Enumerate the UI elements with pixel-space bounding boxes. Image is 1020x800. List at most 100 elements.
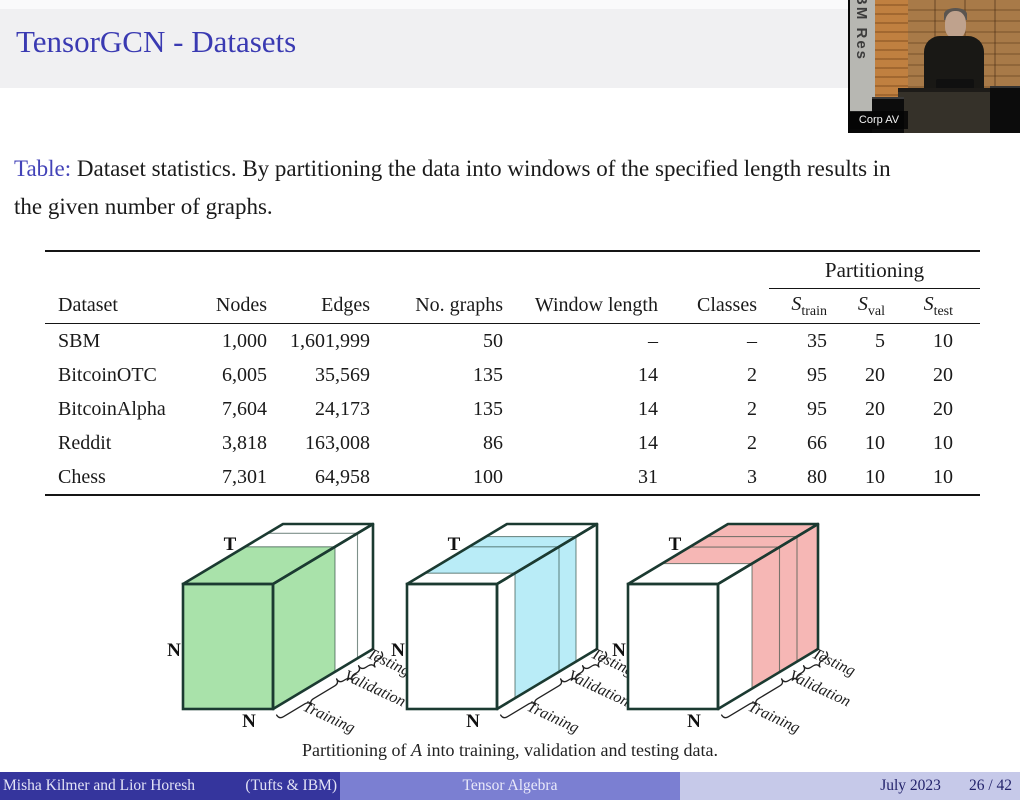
footer-date-segment: July 2023 26 / 42 — [680, 772, 1020, 800]
footer-authors: Misha Kilmer and Lior Horesh — [3, 777, 195, 794]
column-header-nodes: Nodes — [167, 288, 279, 324]
table-cell: 1,000 — [222, 329, 267, 352]
axis-label-n-left: N — [391, 640, 405, 661]
table-cell: 80 — [807, 465, 827, 488]
footer-authors-segment: Misha Kilmer and Lior Horesh (Tufts & IB… — [0, 772, 340, 800]
table-cell: BitcoinOTC — [58, 363, 157, 386]
table-cell: 66 — [807, 431, 827, 454]
table-cell: – — [747, 329, 757, 352]
cube-svg-validation: T N N Training Validation Testing — [391, 522, 637, 737]
table-row: Chess 7,301 64,958 100 31 3 80 10 10 — [45, 460, 980, 495]
axis-label-n-left: N — [167, 640, 181, 661]
brace-label-testing: Testing — [809, 645, 858, 680]
brace-label-training: Training — [745, 698, 802, 737]
figure-caption: Partitioning of A into training, validat… — [302, 740, 718, 760]
math-calligraphic-a: A — [411, 740, 423, 760]
column-header-classes: Classes — [670, 288, 769, 324]
brace-label-training: Training — [300, 698, 357, 737]
banner-text: BM Res — [853, 0, 870, 62]
cube-face — [405, 582, 499, 711]
table-cell: 6,005 — [222, 363, 267, 386]
cube-svg-testing: T N N Training Validation Testing — [612, 522, 858, 737]
partitioning-header: Partitioning — [769, 251, 981, 289]
cube-face — [752, 524, 818, 689]
table-cell: 2 — [747, 431, 757, 454]
table-cell: 10 — [933, 329, 954, 352]
table-cell: Reddit — [58, 431, 112, 454]
table-row: Reddit 3,818 163,008 86 14 2 66 10 10 — [45, 426, 980, 460]
column-header-row: Dataset Nodes Edges No. graphs Window le… — [45, 288, 981, 324]
axis-label-n-bottom: N — [242, 711, 256, 732]
table-row: SBM 1,000 1,601,999 50 – – 35 5 10 — [45, 324, 980, 359]
table-cell: 10 — [865, 465, 885, 488]
cube-face — [183, 546, 335, 584]
table-cell: 24,173 — [315, 397, 370, 420]
cube-face — [273, 546, 335, 709]
ibm-research-banner: BM Res — [850, 0, 875, 112]
table-cell: 95 — [807, 363, 827, 386]
caption-table-label: Table: — [14, 156, 72, 181]
cube-face — [425, 536, 576, 574]
table-cell: 163,008 — [305, 431, 370, 454]
caption-line-1: Table: Dataset statistics. By partitioni… — [14, 156, 891, 181]
column-header-dataset: Dataset — [45, 288, 167, 324]
table-cell: Chess — [58, 465, 106, 488]
table-cell: 50 — [483, 329, 503, 352]
table-cell: 3 — [747, 465, 757, 488]
column-header-s-train: Strain — [769, 288, 839, 324]
table-cell: 35 — [807, 329, 827, 352]
table-cell: 5 — [875, 329, 885, 352]
footer-affiliation: (Tufts & IBM) — [245, 777, 337, 794]
column-header-s-val: Sval — [839, 288, 897, 324]
column-header-edges: Edges — [279, 288, 382, 324]
axis-label-n-bottom: N — [687, 711, 701, 732]
table-cell: 14 — [638, 363, 658, 386]
table-row: BitcoinOTC 6,005 35,569 135 14 2 95 20 20 — [45, 358, 980, 392]
cube-face — [407, 584, 497, 709]
cube-face — [183, 584, 273, 709]
table-cell: BitcoinAlpha — [58, 397, 166, 420]
cube-svg-training: T N N Training Validation Testing — [167, 522, 413, 737]
axis-label-t: T — [448, 534, 461, 555]
dataset-table-body: SBM 1,000 1,601,999 50 – – 35 5 10 BitcoinOTC 6,00… — [45, 324, 980, 496]
table-cell: 135 — [473, 397, 503, 420]
table-cell: 20 — [933, 397, 954, 420]
table-cell: 2 — [747, 397, 757, 420]
wood-wall-bright — [874, 0, 908, 105]
table-cell: 95 — [807, 397, 827, 420]
table-cell: 20 — [933, 363, 954, 386]
spacer-cell — [45, 251, 769, 289]
presenter-head — [945, 11, 966, 38]
table-cell: SBM — [58, 329, 101, 352]
cube-face — [181, 582, 275, 711]
webcam-video: BM Res Corp AV — [848, 0, 1020, 133]
table-cell: 3,818 — [222, 431, 267, 454]
cube-figure-validation: T N N Training Validation Testing — [374, 522, 644, 739]
caption-line-2: the given number of graphs. — [14, 194, 273, 219]
footer-page-number: 26 / 42 — [968, 777, 1012, 794]
cube-figure-testing: T N N Training Validation Testing — [595, 522, 865, 739]
dataset-table: Partitioning Dataset Nodes Edges No. gra… — [45, 250, 981, 496]
table-cell: 135 — [473, 363, 503, 386]
column-header-no-graphs: No. graphs — [382, 288, 515, 324]
cube-figure-training: T N N Training Validation Testing — [150, 522, 420, 739]
axis-label-t: T — [224, 534, 237, 555]
cube-face — [628, 584, 718, 709]
table-cell: 10 — [933, 465, 954, 488]
table-cell: 20 — [865, 397, 885, 420]
axis-label-n-bottom: N — [466, 711, 480, 732]
table-cell: 10 — [933, 431, 954, 454]
dataset-table-wrap: Partitioning Dataset Nodes Edges No. gra… — [45, 250, 981, 496]
table-cell: 20 — [865, 363, 885, 386]
corp-av-label: Corp AV — [850, 111, 908, 129]
cube-face — [515, 536, 576, 699]
table-cell: 35,569 — [315, 363, 370, 386]
podium — [898, 88, 998, 133]
slide-title: TensorGCN - Datasets — [16, 24, 297, 59]
table-cell: 7,604 — [222, 397, 267, 420]
footer-bar: Misha Kilmer and Lior Horesh (Tufts & IB… — [0, 772, 1020, 800]
brace-label-training: Training — [524, 698, 581, 737]
table-caption: Table: Dataset statistics. By partitioni… — [14, 150, 1014, 226]
axis-label-t: T — [669, 534, 682, 555]
